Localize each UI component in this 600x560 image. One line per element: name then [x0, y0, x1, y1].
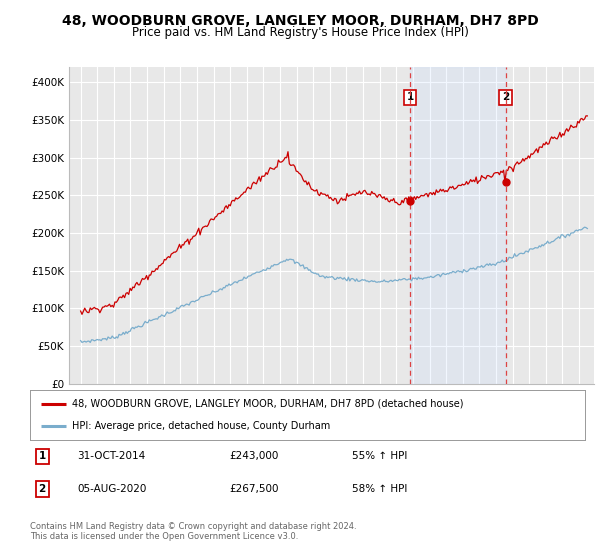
- Text: 48, WOODBURN GROVE, LANGLEY MOOR, DURHAM, DH7 8PD: 48, WOODBURN GROVE, LANGLEY MOOR, DURHAM…: [62, 14, 538, 28]
- Text: Price paid vs. HM Land Registry's House Price Index (HPI): Price paid vs. HM Land Registry's House …: [131, 26, 469, 39]
- Text: 31-OCT-2014: 31-OCT-2014: [77, 451, 145, 461]
- Text: 1: 1: [406, 92, 414, 102]
- Text: 55% ↑ HPI: 55% ↑ HPI: [352, 451, 407, 461]
- Text: 2: 2: [502, 92, 509, 102]
- Text: Contains HM Land Registry data © Crown copyright and database right 2024.
This d: Contains HM Land Registry data © Crown c…: [30, 522, 356, 542]
- Bar: [410, 67, 506, 384]
- Text: HPI: Average price, detached house, County Durham: HPI: Average price, detached house, Coun…: [71, 421, 330, 431]
- Text: 48, WOODBURN GROVE, LANGLEY MOOR, DURHAM, DH7 8PD (detached house): 48, WOODBURN GROVE, LANGLEY MOOR, DURHAM…: [71, 399, 463, 409]
- Text: £267,500: £267,500: [230, 484, 279, 494]
- Text: 1: 1: [38, 451, 46, 461]
- Text: 58% ↑ HPI: 58% ↑ HPI: [352, 484, 407, 494]
- Text: £243,000: £243,000: [230, 451, 279, 461]
- Text: 2: 2: [38, 484, 46, 494]
- Text: 05-AUG-2020: 05-AUG-2020: [77, 484, 146, 494]
